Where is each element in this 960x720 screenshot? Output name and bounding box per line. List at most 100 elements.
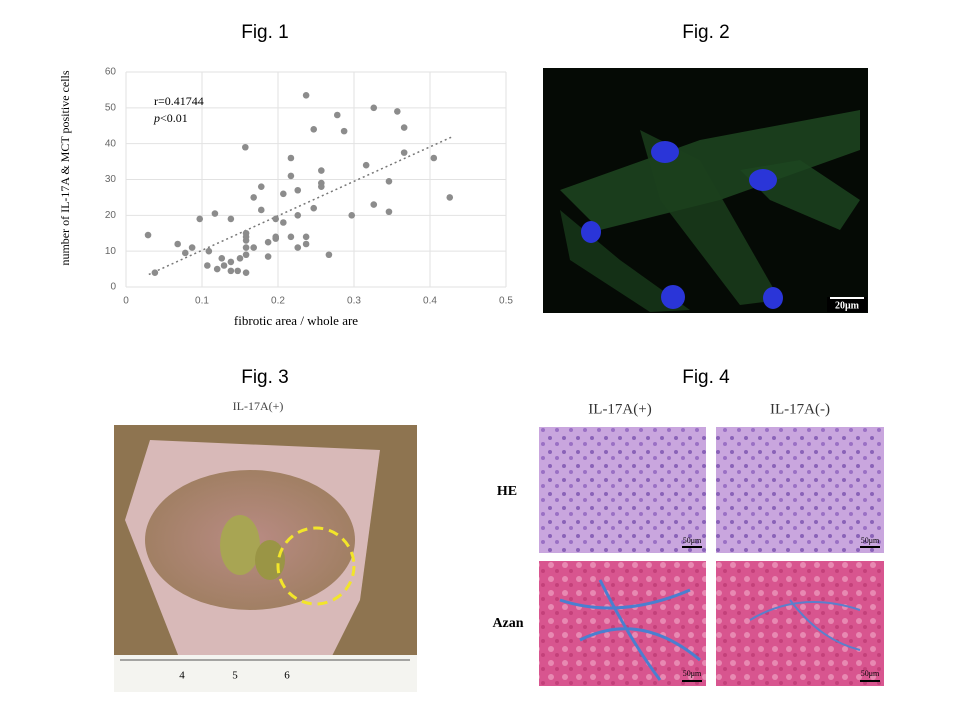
- annotation-text: <0.01: [160, 111, 188, 125]
- x-tick-label: 0.2: [271, 296, 285, 307]
- ruler-label: 5: [232, 670, 238, 682]
- point: [213, 265, 221, 273]
- point: [272, 215, 280, 223]
- point: [227, 258, 235, 266]
- point: [257, 206, 265, 214]
- y-tick-label: 40: [105, 138, 117, 149]
- point: [227, 267, 235, 275]
- point: [302, 233, 310, 241]
- point: [310, 204, 318, 212]
- row-label: HE: [497, 484, 517, 499]
- point: [370, 104, 378, 112]
- y-axis-label: number of IL-17A & MCT positive cells: [58, 70, 72, 265]
- point: [257, 183, 265, 190]
- scale-bar-label: 50μm: [861, 536, 880, 545]
- y-tick-label: 20: [105, 210, 117, 221]
- point: [242, 143, 249, 151]
- point: [348, 212, 356, 219]
- point: [205, 247, 213, 255]
- point: [196, 215, 204, 223]
- point: [242, 237, 250, 244]
- fluorescence-image: 20μm: [543, 68, 868, 313]
- point: [318, 183, 325, 190]
- point: [385, 177, 393, 185]
- annotation-italic: p: [153, 111, 160, 125]
- histology-grid: 50μm 50μm 50μm 50μm: [539, 427, 884, 686]
- point: [242, 269, 250, 276]
- point: [144, 231, 152, 239]
- point: [385, 208, 393, 216]
- point: [174, 240, 181, 248]
- point: [294, 244, 302, 251]
- mouse-photo: 4 5 6: [114, 425, 417, 692]
- y-tick-label: 10: [105, 246, 117, 257]
- x-axis-label: fibrotic area / whole are: [234, 313, 358, 328]
- trendline: [148, 135, 454, 276]
- point: [287, 172, 295, 180]
- point: [280, 219, 287, 226]
- point: [218, 255, 226, 262]
- point: [227, 215, 235, 223]
- scale-bar-label: 50μm: [861, 669, 880, 678]
- caption: IL-17A(+): [233, 399, 284, 413]
- point: [340, 127, 348, 135]
- y-tick-label: 30: [105, 174, 117, 185]
- y-tick-label: 0: [110, 282, 116, 293]
- point: [242, 251, 250, 259]
- scale-bar-label: 20μm: [835, 300, 860, 311]
- y-tick-label: 60: [105, 67, 117, 78]
- scale-bar-label: 50μm: [683, 536, 702, 545]
- point: [236, 255, 244, 262]
- annotation: p<0.01: [153, 111, 188, 125]
- point: [394, 108, 401, 115]
- point: [211, 210, 219, 217]
- point: [302, 240, 310, 248]
- scale-bar-label: 50μm: [683, 669, 702, 678]
- point: [220, 262, 228, 269]
- point: [430, 154, 438, 162]
- point: [280, 190, 287, 198]
- point: [204, 262, 211, 269]
- point: [370, 201, 378, 208]
- point: [318, 167, 325, 174]
- scatter-chart: 0 10 20 30 40 50 60 0 0.1 0.2 0.3 0.4 0.5 fibrotic ar…: [58, 67, 514, 328]
- point: [287, 154, 295, 162]
- column-header: IL-17A(+): [588, 401, 651, 417]
- point: [446, 194, 454, 201]
- point: [272, 235, 280, 242]
- x-tick-label: 0.4: [423, 296, 437, 307]
- figure-label: Fig. 1: [241, 22, 289, 43]
- column-header: IL-17A(-): [770, 401, 830, 417]
- point: [287, 233, 295, 241]
- x-tick-label: 0: [123, 296, 129, 307]
- point: [294, 212, 302, 219]
- point: [242, 244, 250, 251]
- point: [250, 244, 257, 251]
- point: [188, 244, 196, 251]
- ruler-label: 4: [179, 670, 185, 682]
- point: [181, 249, 189, 257]
- figure-label: Fig. 3: [241, 367, 289, 388]
- point: [151, 269, 159, 276]
- point: [302, 91, 310, 99]
- ruler-label: 6: [284, 670, 290, 682]
- point: [400, 149, 408, 156]
- annotation: r=0.41744: [154, 94, 204, 108]
- point: [400, 124, 408, 131]
- point: [264, 253, 272, 260]
- point: [362, 161, 370, 169]
- point: [264, 238, 272, 246]
- point: [294, 186, 302, 194]
- figure-label: Fig. 2: [682, 22, 730, 43]
- figure-label: Fig. 4: [682, 367, 730, 388]
- point: [250, 194, 257, 201]
- row-label: Azan: [492, 616, 523, 631]
- x-tick-label: 0.3: [347, 296, 361, 307]
- y-tick-label: 50: [105, 102, 117, 113]
- x-tick-label: 0.5: [499, 296, 513, 307]
- x-tick-label: 0.1: [195, 296, 209, 307]
- point: [310, 126, 318, 133]
- point: [325, 251, 333, 259]
- point: [234, 267, 242, 275]
